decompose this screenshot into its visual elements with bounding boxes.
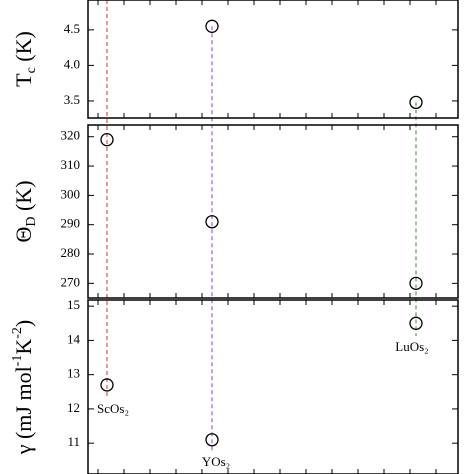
y-tick-label: 11 <box>67 434 80 449</box>
y-tick-label: 320 <box>61 128 81 143</box>
y-tick-label: 4.0 <box>64 56 80 71</box>
y-tick-label: 15 <box>67 297 80 312</box>
point <box>205 215 219 229</box>
point <box>409 276 423 290</box>
y-tick-label: 3.5 <box>64 92 80 107</box>
y-tick-label: 300 <box>61 186 81 201</box>
y-axis-label: Tc (K) <box>11 31 39 87</box>
y-tick-label: 4.5 <box>64 21 80 36</box>
y-axis-label-part: Θ <box>11 227 36 243</box>
point <box>100 378 114 392</box>
y-axis-label-part: c <box>24 67 39 73</box>
y-tick-label: 280 <box>61 245 81 260</box>
y-axis-label-part: -2 <box>10 327 25 339</box>
y-axis-label-part: T <box>11 73 36 87</box>
y-axis-label-part: γ (mJ mol <box>11 366 36 455</box>
y-tick-label: 310 <box>61 157 81 172</box>
y-axis-label-part: ) <box>11 320 36 327</box>
y-axis-label-part: -1 <box>10 355 25 367</box>
y-axis-label-part: K <box>11 339 36 355</box>
y-axis-label: ΘD (K) <box>11 180 39 242</box>
compound-label: YOs₂ <box>202 454 230 469</box>
y-tick-label: 13 <box>67 366 80 381</box>
compound-label: LuOs₂ <box>395 339 428 354</box>
panel-frame <box>87 124 459 299</box>
point <box>409 316 423 330</box>
y-axis-label: γ (mJ mol-1K-2) <box>10 320 36 456</box>
y-axis-label-part: D <box>24 217 39 227</box>
y-tick-label: 290 <box>61 216 81 231</box>
point <box>205 433 219 447</box>
compound-label: ScOs₂ <box>97 401 129 416</box>
y-tick-label: 270 <box>61 274 81 289</box>
point <box>205 19 219 33</box>
panel-frame <box>87 0 459 119</box>
point <box>409 95 423 110</box>
panel-frame <box>87 299 459 474</box>
y-tick-label: 14 <box>67 331 81 346</box>
y-tick-label: 12 <box>67 400 80 415</box>
y-axis-label-part: (K) <box>11 31 36 67</box>
y-axis-label-part: (K) <box>11 180 36 216</box>
point <box>100 133 114 147</box>
